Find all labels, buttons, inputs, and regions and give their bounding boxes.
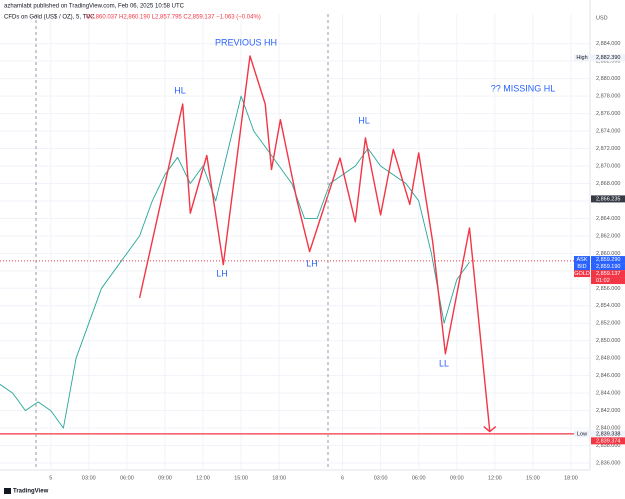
y-tick-label: 2,884.000 (596, 41, 620, 47)
footer (0, 484, 625, 499)
price-label-box (591, 263, 625, 271)
ohlc: O2,860.037 H2,860.190 L2,857.795 C2,859.… (86, 15, 261, 21)
y-tick-label: 2,840.000 (596, 426, 620, 432)
annotation: PREVIOUS HH (215, 37, 277, 47)
x-tick-label: 5 (49, 475, 52, 481)
price-label-name: GOLD (574, 271, 590, 277)
x-tick-label: 15:00 (526, 475, 540, 481)
annotation: LL (439, 358, 449, 368)
plot (0, 14, 590, 470)
x-tick-label: 6 (341, 475, 344, 481)
x-tick-label: 03:00 (82, 475, 96, 481)
x-tick-label: 18:00 (564, 475, 578, 481)
price-label-box (591, 270, 625, 278)
price-label-box (591, 277, 625, 285)
x-tick-label: 12:00 (488, 475, 502, 481)
arrow-head (483, 426, 497, 433)
x-tick-label: 06:00 (120, 475, 134, 481)
brand: TradingView (13, 489, 49, 495)
y-tick-label: 2,876.000 (596, 111, 620, 117)
y-tick-label: 2,864.000 (596, 216, 620, 222)
y-tick-label: 2,854.000 (596, 303, 620, 309)
x-tick-label: 06:00 (412, 475, 426, 481)
brand-logo (4, 488, 11, 494)
price-label: 2,859.290 (596, 257, 620, 263)
y-tick-label: 2,850.000 (596, 338, 620, 344)
y-tick-label: 2,838.000 (596, 443, 620, 449)
y-tick-label: 2,844.000 (596, 391, 620, 397)
currency: USD (596, 15, 608, 21)
y-tick-label: 2,842.000 (596, 408, 620, 414)
price-label: 2,839.338 (596, 431, 620, 437)
price-line (0, 95, 470, 429)
price-label-name-box (574, 256, 590, 264)
y-tick-label: 2,862.000 (596, 233, 620, 239)
annotation: LH (306, 258, 318, 268)
y-tick-label: 2,848.000 (596, 356, 620, 362)
y-tick-label: 2,856.000 (596, 286, 620, 292)
y-tick-label: 2,846.000 (596, 373, 620, 379)
price-label-name-box (574, 263, 590, 271)
price-label-name-box (574, 270, 590, 278)
price-label: 2,882.390 (596, 55, 620, 61)
price-label-box (591, 437, 625, 445)
price-label-name: ASK (576, 257, 587, 263)
price-label-name-box (574, 430, 590, 438)
price-label-box (591, 430, 625, 438)
x-tick-label: 18:00 (272, 475, 286, 481)
y-tick-label: 2,860.000 (596, 251, 620, 257)
price-label-box (591, 195, 625, 203)
x-tick-label: 03:00 (374, 475, 388, 481)
price-label-sub: 01:02 (596, 278, 610, 284)
y-tick-label: 2,880.000 (596, 76, 620, 82)
y-tick-label: 2,882.000 (596, 59, 620, 65)
x-tick-label: 09:00 (450, 475, 464, 481)
annotation: LH (216, 268, 228, 278)
price-label-name: High (576, 55, 587, 61)
y-tick-label: 2,836.000 (596, 460, 620, 466)
symbol-title: CFDs on Gold (US$ / OZ), 5, TVC (4, 15, 95, 21)
price-label: 2,859.190 (596, 264, 620, 270)
price-line (138, 55, 491, 432)
price-label-name-box (574, 54, 590, 62)
annotation: ?? MISSING HL (491, 83, 556, 93)
price-label-box (591, 256, 625, 264)
publisher: azhamlabt published on TradingView.com, … (4, 4, 185, 10)
y-tick-label: 2,872.000 (596, 146, 620, 152)
x-tick-label: 09:00 (158, 475, 172, 481)
price-label-box (591, 54, 625, 62)
y-tick-label: 2,852.000 (596, 321, 620, 327)
annotation: HL (174, 85, 186, 95)
annotation: HL (358, 115, 370, 125)
y-tick-label: 2,868.000 (596, 181, 620, 187)
price-label-name: BID (577, 264, 586, 270)
price-label: 2,839.374 (596, 438, 620, 444)
y-tick-label: 2,878.000 (596, 94, 620, 100)
y-tick-label: 2,874.000 (596, 129, 620, 135)
price-label: 2,859.137 (596, 271, 620, 277)
price-label: 2,866.235 (596, 196, 620, 202)
x-tick-label: 15:00 (234, 475, 248, 481)
x-tick-label: 12:00 (196, 475, 210, 481)
price-label-name: Low (577, 431, 587, 437)
y-tick-label: 2,870.000 (596, 163, 620, 169)
